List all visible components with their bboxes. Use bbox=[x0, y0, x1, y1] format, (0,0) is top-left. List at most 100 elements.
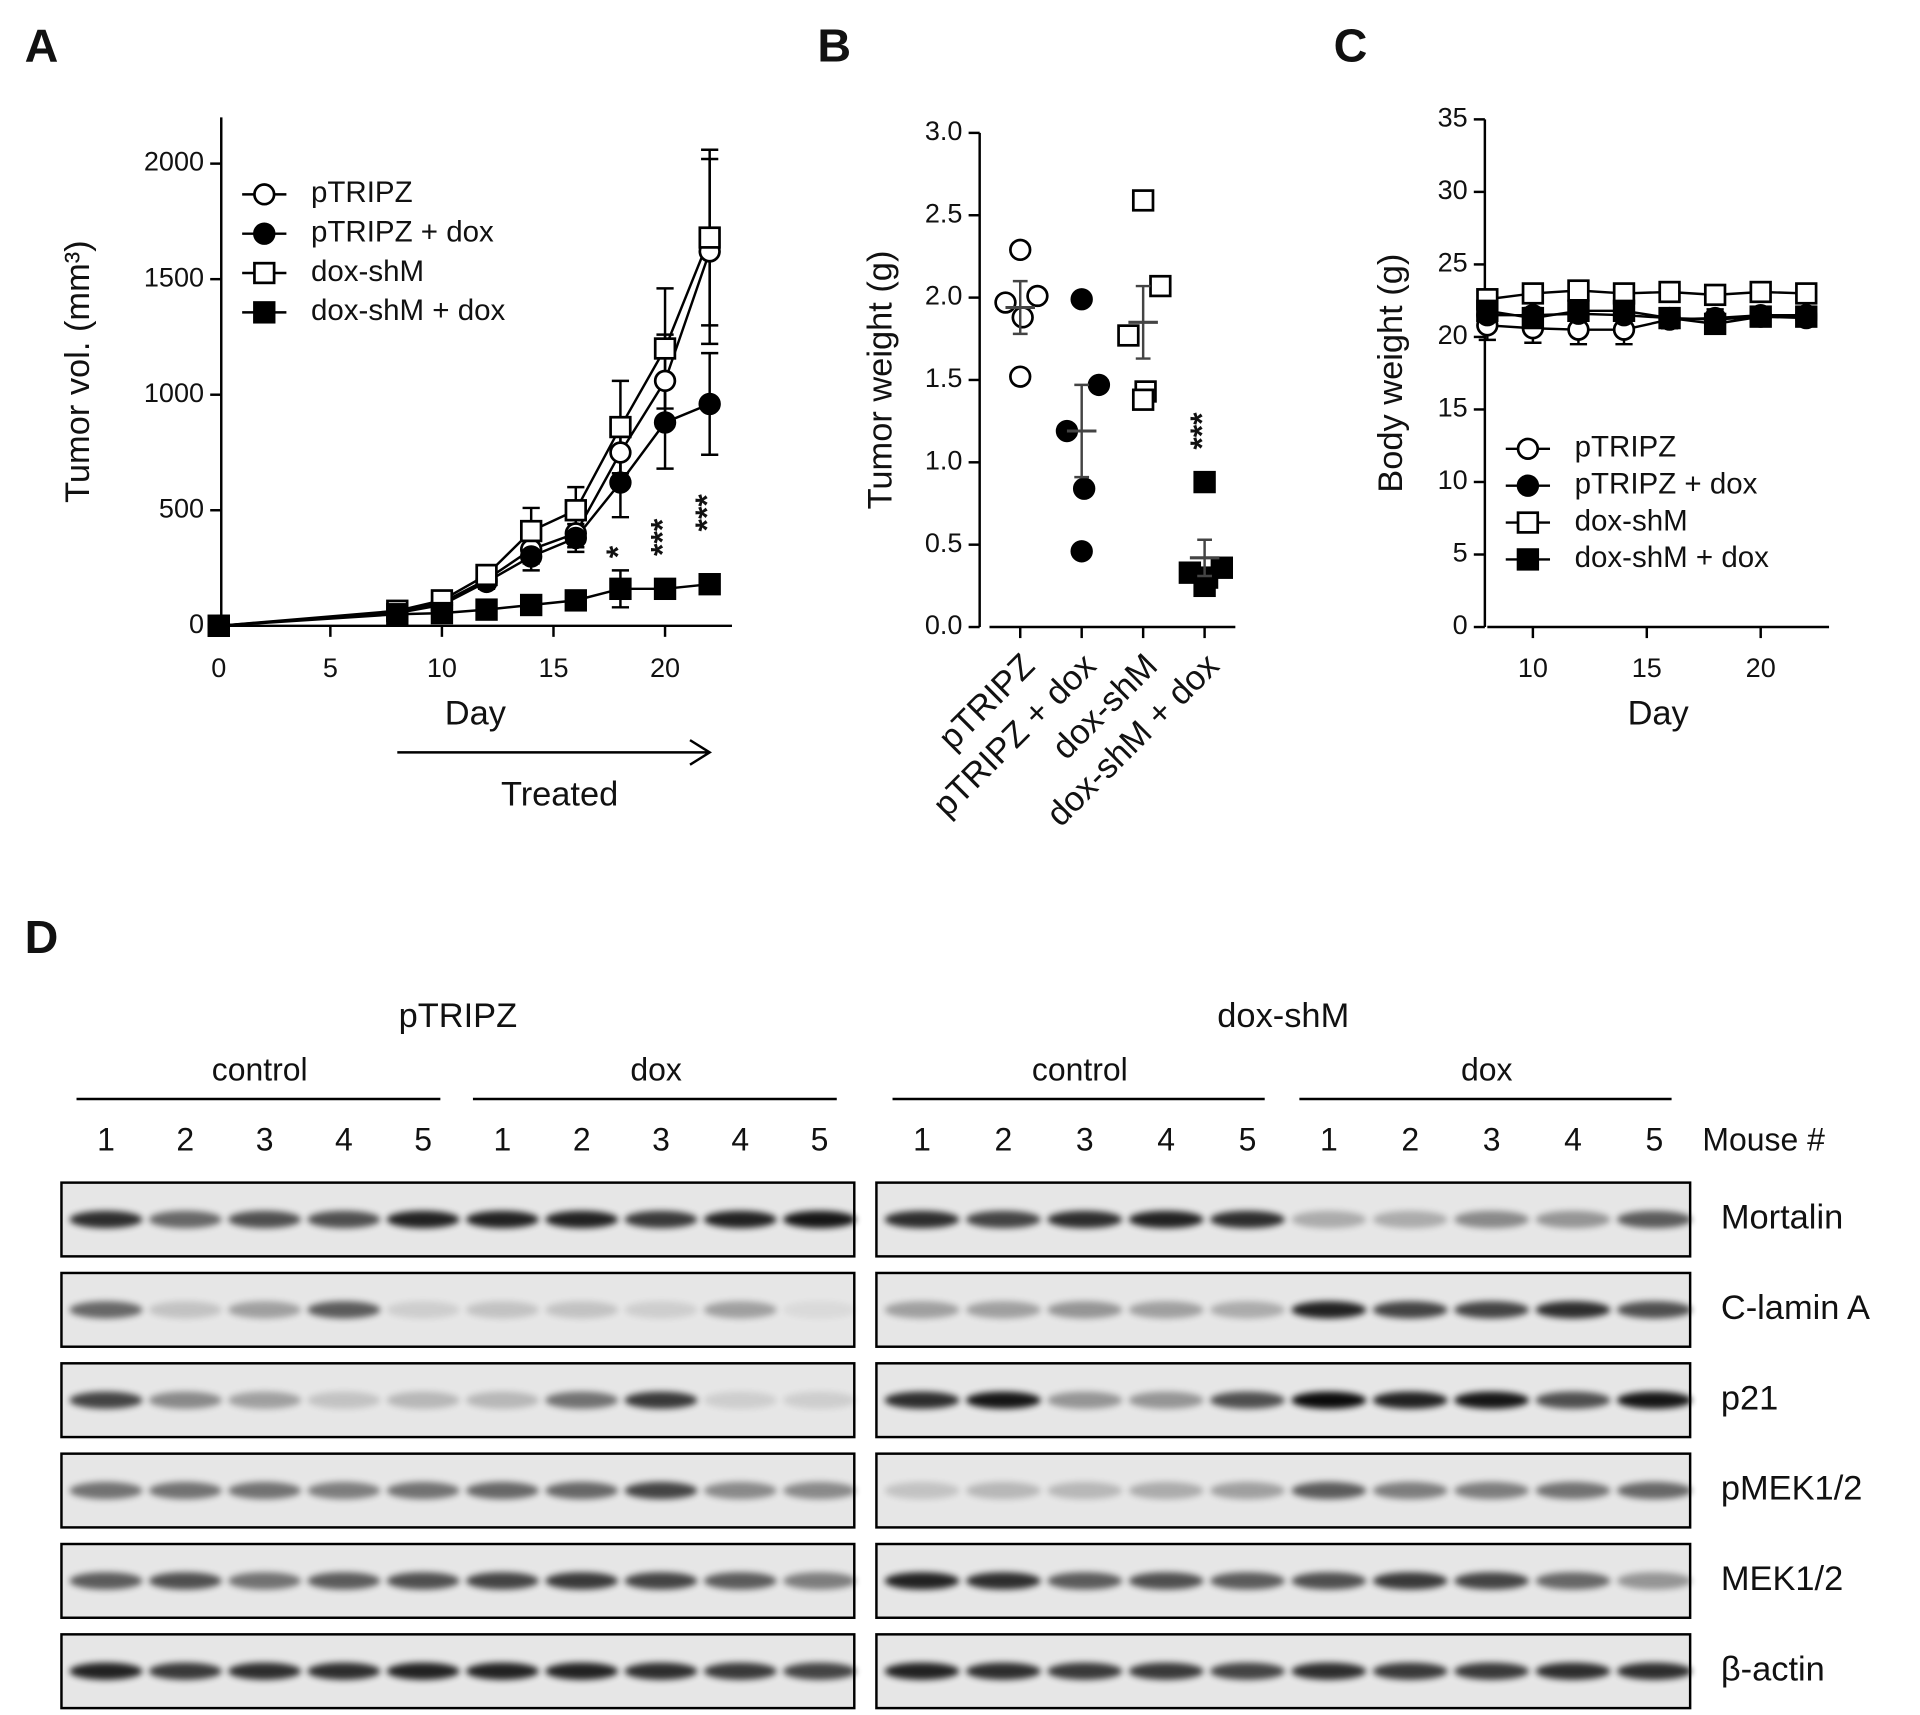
band bbox=[1128, 1391, 1204, 1409]
data-point bbox=[1087, 373, 1111, 397]
band bbox=[1454, 1301, 1530, 1319]
data-point bbox=[475, 598, 498, 621]
x-tick-label: 0 bbox=[211, 653, 226, 683]
band bbox=[783, 1391, 857, 1409]
band bbox=[307, 1481, 381, 1500]
error-bar bbox=[1197, 538, 1212, 578]
band bbox=[1210, 1662, 1285, 1680]
band bbox=[624, 1301, 698, 1319]
band bbox=[965, 1572, 1041, 1590]
row-label: pMEK1/2 bbox=[1721, 1470, 1863, 1508]
band bbox=[1372, 1391, 1448, 1409]
legend-marker bbox=[253, 183, 276, 206]
y-tick-label: 5 bbox=[1453, 538, 1468, 568]
band bbox=[1047, 1481, 1123, 1500]
y-tick-label: 2000 bbox=[144, 147, 204, 177]
band bbox=[1372, 1210, 1448, 1229]
band bbox=[307, 1391, 381, 1409]
legend-label: dox-shM bbox=[1575, 504, 1688, 537]
y-tick-label: 1.5 bbox=[925, 363, 963, 393]
group-title: dox-shM bbox=[1217, 997, 1349, 1035]
data-point bbox=[1521, 282, 1545, 305]
band bbox=[545, 1210, 619, 1229]
data-point bbox=[1193, 470, 1216, 494]
subgroup-label: control bbox=[212, 1051, 308, 1087]
letter: B bbox=[817, 20, 851, 72]
legend-marker bbox=[1516, 511, 1540, 534]
band bbox=[703, 1662, 777, 1680]
data-point bbox=[1658, 306, 1681, 330]
y-tick-label: 2.5 bbox=[925, 198, 963, 228]
band bbox=[1291, 1662, 1367, 1680]
band bbox=[1210, 1301, 1285, 1319]
band bbox=[465, 1481, 539, 1500]
band bbox=[1535, 1301, 1611, 1319]
data-point bbox=[1795, 282, 1818, 305]
row-label: C-lamin A bbox=[1721, 1289, 1870, 1327]
band bbox=[465, 1572, 539, 1590]
band bbox=[884, 1210, 960, 1229]
y-tick-label: 2.0 bbox=[925, 281, 963, 311]
data-point bbox=[1149, 274, 1172, 298]
band bbox=[884, 1572, 960, 1590]
treatment-label: Treated bbox=[501, 776, 618, 814]
band bbox=[1210, 1210, 1285, 1229]
lane-label: 2 bbox=[573, 1121, 591, 1157]
band bbox=[69, 1391, 143, 1409]
legend-marker bbox=[1516, 437, 1540, 460]
band bbox=[1128, 1572, 1204, 1590]
data-point bbox=[698, 392, 721, 416]
y-tick-label: 0 bbox=[189, 609, 204, 639]
y-axis-label: Body weight (g) bbox=[1372, 254, 1410, 493]
band bbox=[386, 1481, 460, 1500]
band bbox=[69, 1662, 143, 1680]
data-point bbox=[1072, 477, 1096, 500]
data-point bbox=[475, 563, 498, 587]
band bbox=[307, 1662, 381, 1680]
band bbox=[386, 1210, 460, 1229]
data-point bbox=[1131, 388, 1155, 411]
error-bar bbox=[1012, 279, 1028, 336]
band bbox=[545, 1481, 619, 1500]
data-point bbox=[1749, 280, 1772, 304]
x-tick-label: 20 bbox=[1746, 653, 1776, 683]
band bbox=[69, 1210, 143, 1229]
y-tick-label: 20 bbox=[1438, 320, 1468, 350]
band bbox=[386, 1391, 460, 1409]
lane-label: 3 bbox=[1483, 1121, 1501, 1157]
band bbox=[1616, 1572, 1692, 1590]
band bbox=[1047, 1662, 1123, 1680]
letter: C bbox=[1334, 20, 1368, 72]
band bbox=[545, 1391, 619, 1409]
band bbox=[307, 1572, 381, 1590]
band bbox=[1454, 1572, 1530, 1590]
band bbox=[148, 1210, 222, 1229]
band bbox=[1372, 1481, 1448, 1500]
band bbox=[624, 1662, 698, 1680]
band bbox=[965, 1662, 1041, 1680]
band bbox=[884, 1391, 960, 1409]
data-point bbox=[1009, 365, 1032, 388]
legend-marker bbox=[253, 222, 276, 245]
band bbox=[1047, 1210, 1123, 1229]
band bbox=[1454, 1210, 1530, 1229]
lane-label: 1 bbox=[97, 1121, 115, 1157]
band bbox=[884, 1301, 960, 1319]
band bbox=[624, 1481, 698, 1500]
band bbox=[1128, 1662, 1204, 1680]
significance: *** bbox=[689, 494, 725, 532]
lane-label: 1 bbox=[1320, 1121, 1338, 1157]
band bbox=[783, 1210, 857, 1229]
x-tick-label: 10 bbox=[1518, 653, 1548, 683]
band bbox=[465, 1662, 539, 1680]
band bbox=[1291, 1391, 1367, 1409]
treatment-arrow bbox=[397, 739, 712, 766]
band bbox=[1616, 1481, 1692, 1500]
band bbox=[1535, 1391, 1611, 1409]
band bbox=[624, 1572, 698, 1590]
band bbox=[1372, 1301, 1448, 1319]
y-tick-label: 30 bbox=[1438, 175, 1468, 205]
legend-marker bbox=[1516, 548, 1540, 571]
legend-label: pTRIPZ bbox=[1575, 431, 1677, 464]
lane-label: 1 bbox=[494, 1121, 512, 1157]
